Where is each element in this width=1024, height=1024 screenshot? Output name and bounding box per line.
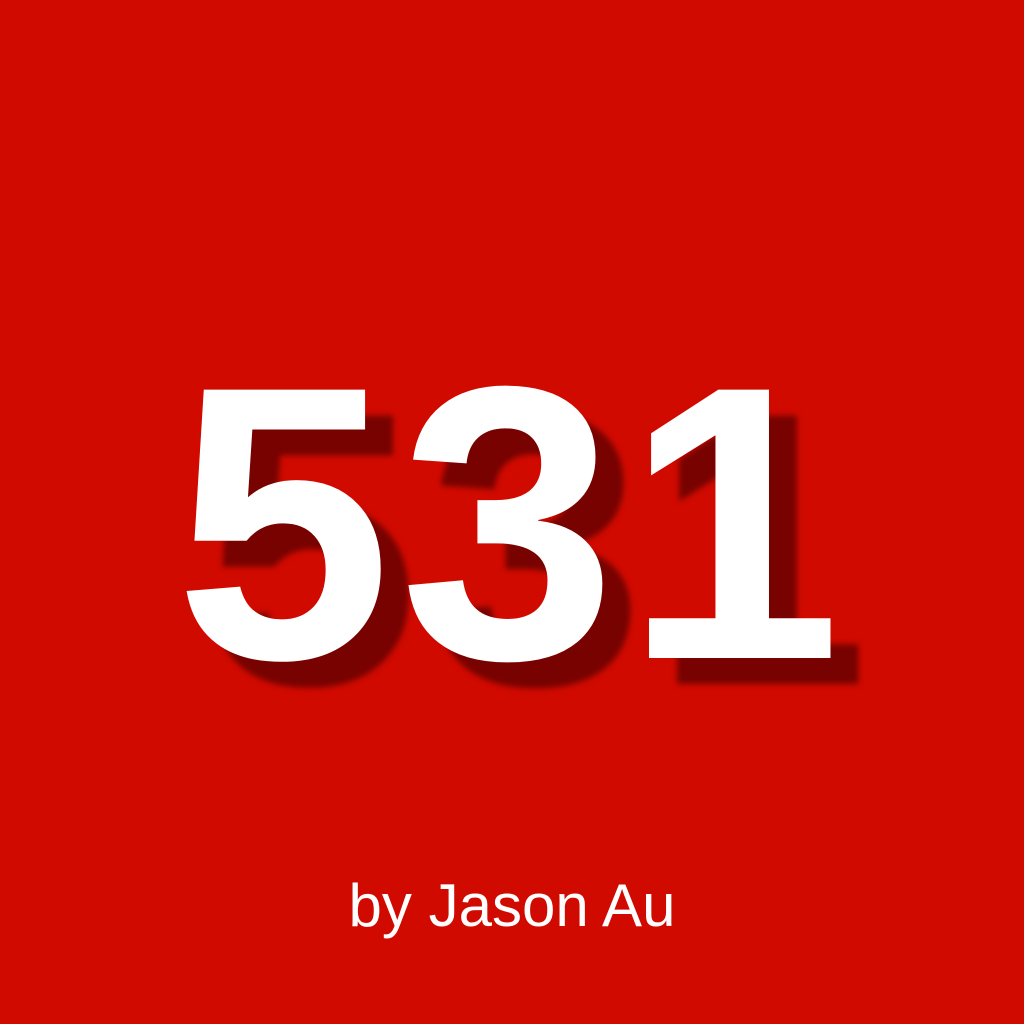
logo-number: 531 <box>174 305 850 741</box>
author-byline: by Jason Au <box>348 872 676 939</box>
